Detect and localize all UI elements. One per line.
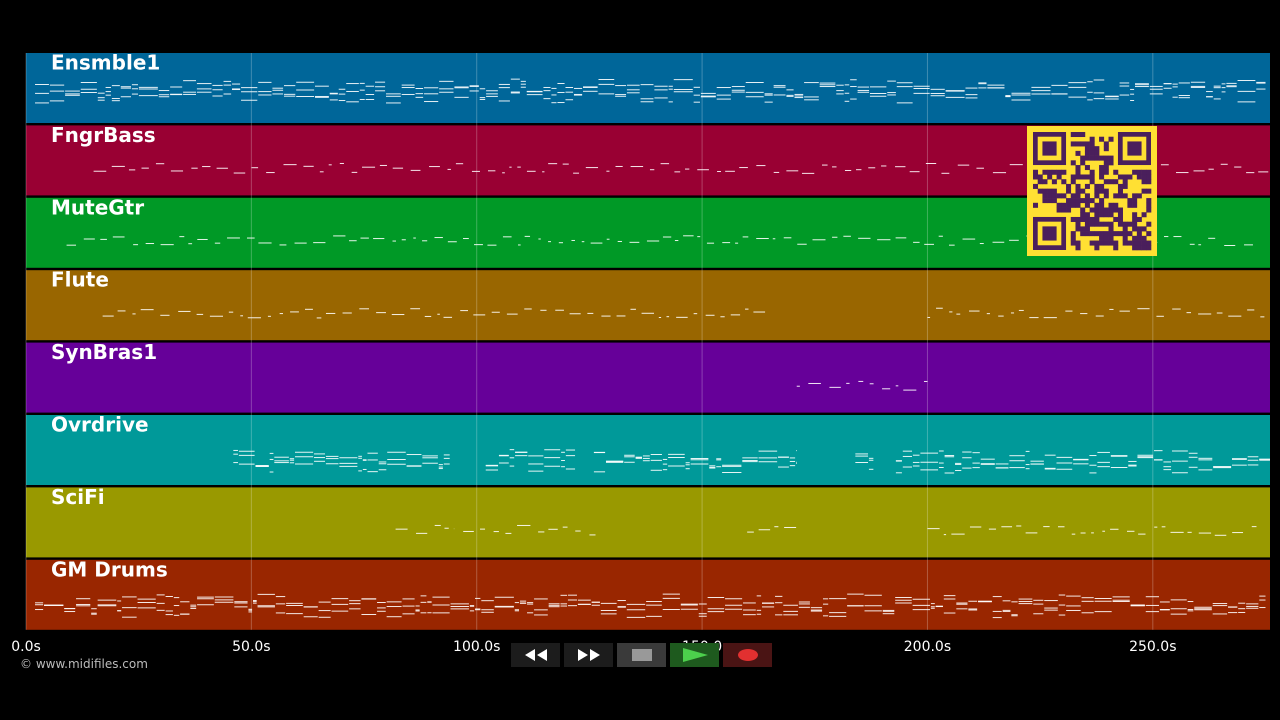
stop-icon xyxy=(631,649,652,661)
qr-code-image xyxy=(1027,126,1157,256)
transport-controls xyxy=(511,643,772,667)
track-notes xyxy=(35,593,1266,619)
copyright-text: © www.midifiles.com xyxy=(20,657,148,671)
track-notes xyxy=(35,78,1266,104)
time-grid xyxy=(25,53,1154,630)
track-notes xyxy=(395,524,1257,536)
time-tick-label: 200.0s xyxy=(904,639,951,655)
stop-button[interactable] xyxy=(617,643,666,667)
track-name: SciFi xyxy=(51,485,105,509)
track-name: Ovrdrive xyxy=(51,413,149,437)
track-name: GM Drums xyxy=(51,557,168,581)
track-name: Flute xyxy=(51,268,109,292)
track-lane[interactable] xyxy=(26,53,1270,123)
time-tick-label: 100.0s xyxy=(453,639,500,655)
record-button[interactable] xyxy=(723,643,772,667)
track-notes xyxy=(796,380,928,391)
track-name: FngrBass xyxy=(51,123,156,147)
time-tick-label: 250.0s xyxy=(1129,639,1176,655)
play-button[interactable] xyxy=(670,643,719,667)
track-name: MuteGtr xyxy=(51,195,144,219)
track-names: Ensmble1 FngrBass MuteGtr Flute SynBras1 Ovrd… xyxy=(51,51,168,582)
fast-forward-button[interactable] xyxy=(564,643,613,667)
track-lane[interactable] xyxy=(26,415,1270,485)
track-lane[interactable] xyxy=(26,487,1270,558)
track-notes xyxy=(66,235,1253,247)
time-tick-label: 50.0s xyxy=(232,639,270,655)
qr-code[interactable] xyxy=(1027,126,1157,256)
record-icon xyxy=(737,649,758,661)
track-lane[interactable] xyxy=(26,342,1270,413)
track-name: SynBras1 xyxy=(51,340,157,364)
track-notes xyxy=(102,307,1265,319)
play-icon xyxy=(682,648,708,662)
fast-forward-icon xyxy=(577,649,600,661)
time-tick-label: 0.0s xyxy=(11,639,41,655)
track-notes xyxy=(233,449,1270,474)
note-layer xyxy=(35,78,1270,619)
track-lane[interactable] xyxy=(26,559,1270,630)
rewind-button[interactable] xyxy=(511,643,560,667)
rewind-icon xyxy=(524,649,547,661)
track-lane[interactable] xyxy=(26,270,1270,341)
track-name: Ensmble1 xyxy=(51,51,160,75)
